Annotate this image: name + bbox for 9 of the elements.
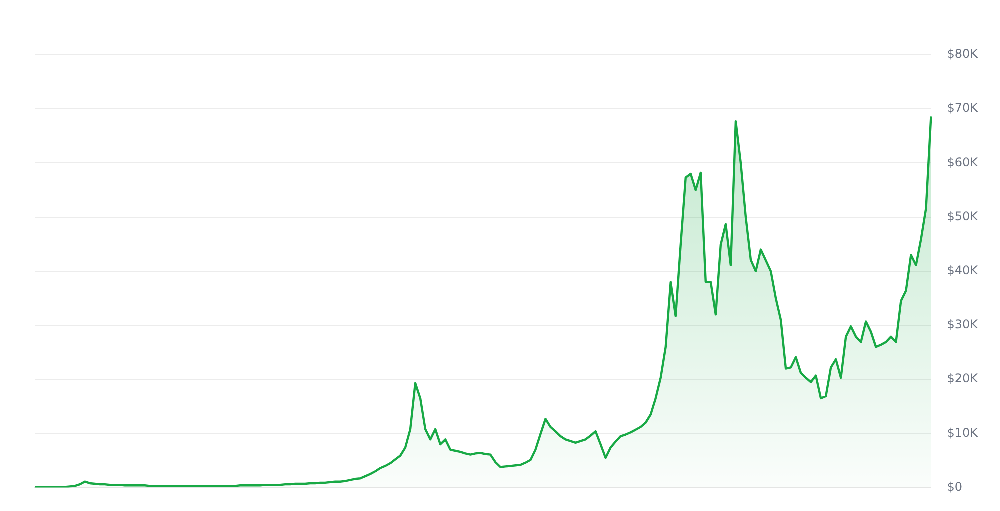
y-tick-label: $70K: [947, 101, 980, 116]
y-tick-label: $40K: [947, 264, 980, 278]
y-tick-label: $50K: [947, 209, 980, 224]
y-tick-label: $60K: [947, 155, 980, 170]
y-tick-label: $30K: [947, 318, 980, 332]
y-tick-label: $80K: [947, 47, 980, 62]
y-tick-label: $0: [947, 480, 963, 494]
y-tick-label: $20K: [947, 372, 980, 386]
y-tick-label: $10K: [947, 426, 980, 440]
